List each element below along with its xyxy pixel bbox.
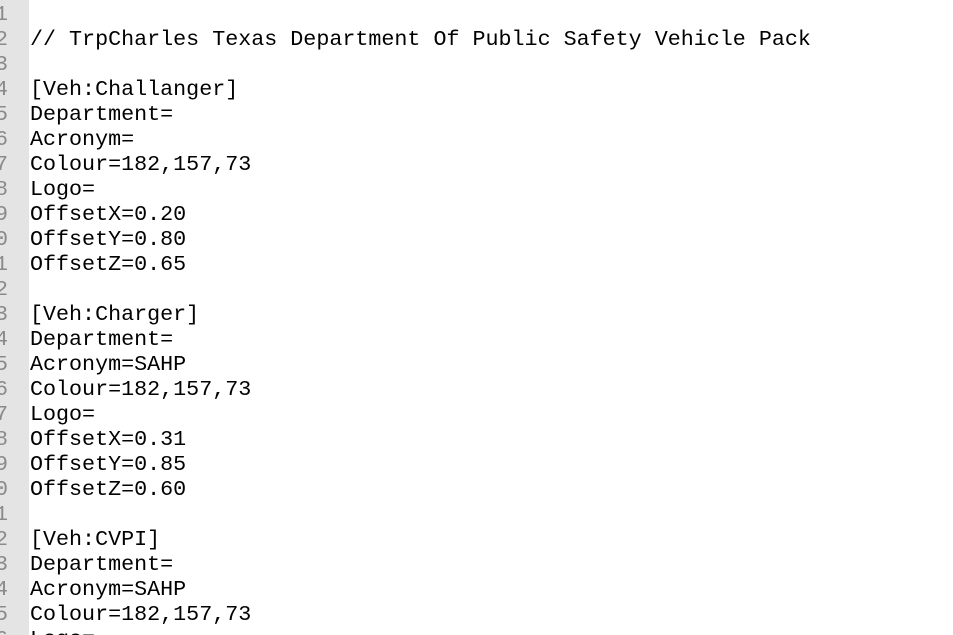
code-line[interactable]: Department= <box>30 552 174 577</box>
line-number: 18 <box>0 427 8 452</box>
code-line[interactable]: Acronym= <box>30 127 135 152</box>
code-line[interactable]: Department= <box>30 102 174 127</box>
line-number: 5 <box>0 102 8 127</box>
line-number: 26 <box>0 627 8 635</box>
line-number: 24 <box>0 577 8 602</box>
line-number: 7 <box>0 152 8 177</box>
line-number: 19 <box>0 452 8 477</box>
line-number: 23 <box>0 552 8 577</box>
code-line[interactable]: Logo= <box>30 627 95 635</box>
line-number: 25 <box>0 602 8 627</box>
code-line[interactable]: [Veh:CVPI] <box>30 527 161 552</box>
code-line[interactable]: Department= <box>30 327 174 352</box>
line-number: 1 <box>0 2 8 27</box>
line-number: 9 <box>0 202 8 227</box>
code-line[interactable]: // TrpCharles Texas Department Of Public… <box>30 27 811 52</box>
code-line[interactable]: Colour=182,157,73 <box>30 377 252 402</box>
line-number: 13 <box>0 302 8 327</box>
code-line[interactable]: Colour=182,157,73 <box>30 602 252 627</box>
line-number-gutter: 1234567891011121314151617181920212223242… <box>0 0 29 635</box>
code-line[interactable]: [Veh:Charger] <box>30 302 200 327</box>
line-number: 4 <box>0 77 8 102</box>
line-number: 15 <box>0 352 8 377</box>
code-line[interactable]: Colour=182,157,73 <box>30 152 252 177</box>
code-line[interactable]: OffsetY=0.80 <box>30 227 187 252</box>
text-editor[interactable]: // TrpCharles Texas Department Of Public… <box>29 0 953 635</box>
code-line[interactable]: Logo= <box>30 402 96 427</box>
line-number: 10 <box>0 227 8 252</box>
code-line[interactable]: OffsetZ=0.60 <box>30 477 187 502</box>
line-number: 3 <box>0 52 8 77</box>
line-number: 21 <box>0 502 8 527</box>
line-number: 17 <box>0 402 8 427</box>
line-number: 14 <box>0 327 8 352</box>
line-number: 16 <box>0 377 8 402</box>
line-number: 22 <box>0 527 8 552</box>
line-number: 20 <box>0 477 8 502</box>
code-line[interactable]: OffsetX=0.20 <box>30 202 187 227</box>
code-line[interactable]: Acronym=SAHP <box>30 352 187 377</box>
code-line[interactable]: [Veh:Challanger] <box>30 77 239 102</box>
code-line[interactable]: Acronym=SAHP <box>30 577 187 602</box>
line-number: 6 <box>0 127 8 152</box>
line-number: 11 <box>0 252 8 277</box>
code-line[interactable]: OffsetX=0.31 <box>30 427 187 452</box>
line-number: 12 <box>0 277 8 302</box>
code-line[interactable]: OffsetZ=0.65 <box>30 252 187 277</box>
code-line[interactable]: Logo= <box>30 177 96 202</box>
code-line[interactable]: OffsetY=0.85 <box>30 452 187 477</box>
line-number: 8 <box>0 177 8 202</box>
line-number: 2 <box>0 27 8 52</box>
